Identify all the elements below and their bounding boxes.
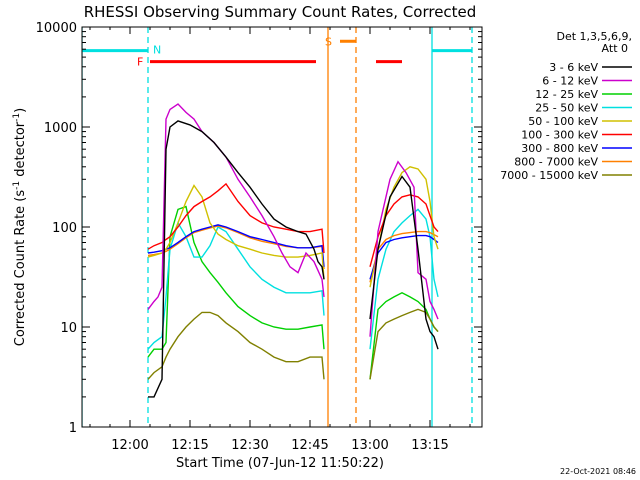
x-tick-label: 12:15 (171, 438, 208, 453)
y-tick-label: 10 (60, 321, 77, 336)
series-line (369, 234, 439, 280)
x-tick-label: 13:00 (351, 438, 388, 453)
series-line (369, 194, 439, 267)
y-tick-label: 1000 (44, 121, 77, 136)
x-tick-label: 13:15 (411, 438, 448, 453)
legend-label: 7000 - 15000 keV (500, 169, 598, 182)
chart-title: RHESSI Observing Summary Count Rates, Co… (84, 3, 477, 21)
legend-label: 50 - 100 keV (528, 115, 598, 128)
legend-header-2: Att 0 (602, 42, 628, 55)
series-line (147, 221, 325, 350)
series-line (147, 184, 325, 280)
legend-label: 6 - 12 keV (542, 75, 598, 88)
y-tick-label: 1 (69, 421, 77, 436)
legend-label: 300 - 800 keV (521, 142, 598, 155)
series-line (147, 205, 325, 358)
legend-label: 800 - 7000 keV (514, 156, 598, 169)
x-tick-label: 12:45 (291, 438, 328, 453)
legend-label: 3 - 6 keV (549, 61, 598, 74)
series-line (147, 224, 325, 267)
legend-label: 12 - 25 keV (535, 88, 598, 101)
flare-marker-label: F (137, 56, 143, 69)
series-line (147, 311, 325, 380)
series-line (369, 160, 439, 337)
series-line (369, 230, 439, 283)
timestamp: 22-Oct-2021 08:46 (560, 467, 636, 476)
legend-label: 25 - 50 keV (535, 102, 598, 115)
y-tick-label: 100 (52, 221, 77, 236)
series-line (369, 308, 439, 380)
y-tick-label: 10000 (36, 21, 77, 36)
x-tick-label: 12:00 (111, 438, 148, 453)
y-axis-label: Corrected Count Rate (s-1 detector-1) (12, 108, 28, 346)
legend-header-1: Det 1,3,5,6,9, (556, 30, 632, 43)
legend-label: 100 - 300 keV (521, 129, 598, 142)
x-tick-label: 12:30 (231, 438, 268, 453)
saa-marker-label: S (325, 35, 332, 48)
x-axis-label: Start Time (07-Jun-12 11:50:22) (176, 456, 384, 471)
series-line (148, 120, 325, 398)
night-marker-label: N (153, 44, 161, 57)
series-line (369, 175, 439, 350)
series-line (369, 208, 439, 350)
